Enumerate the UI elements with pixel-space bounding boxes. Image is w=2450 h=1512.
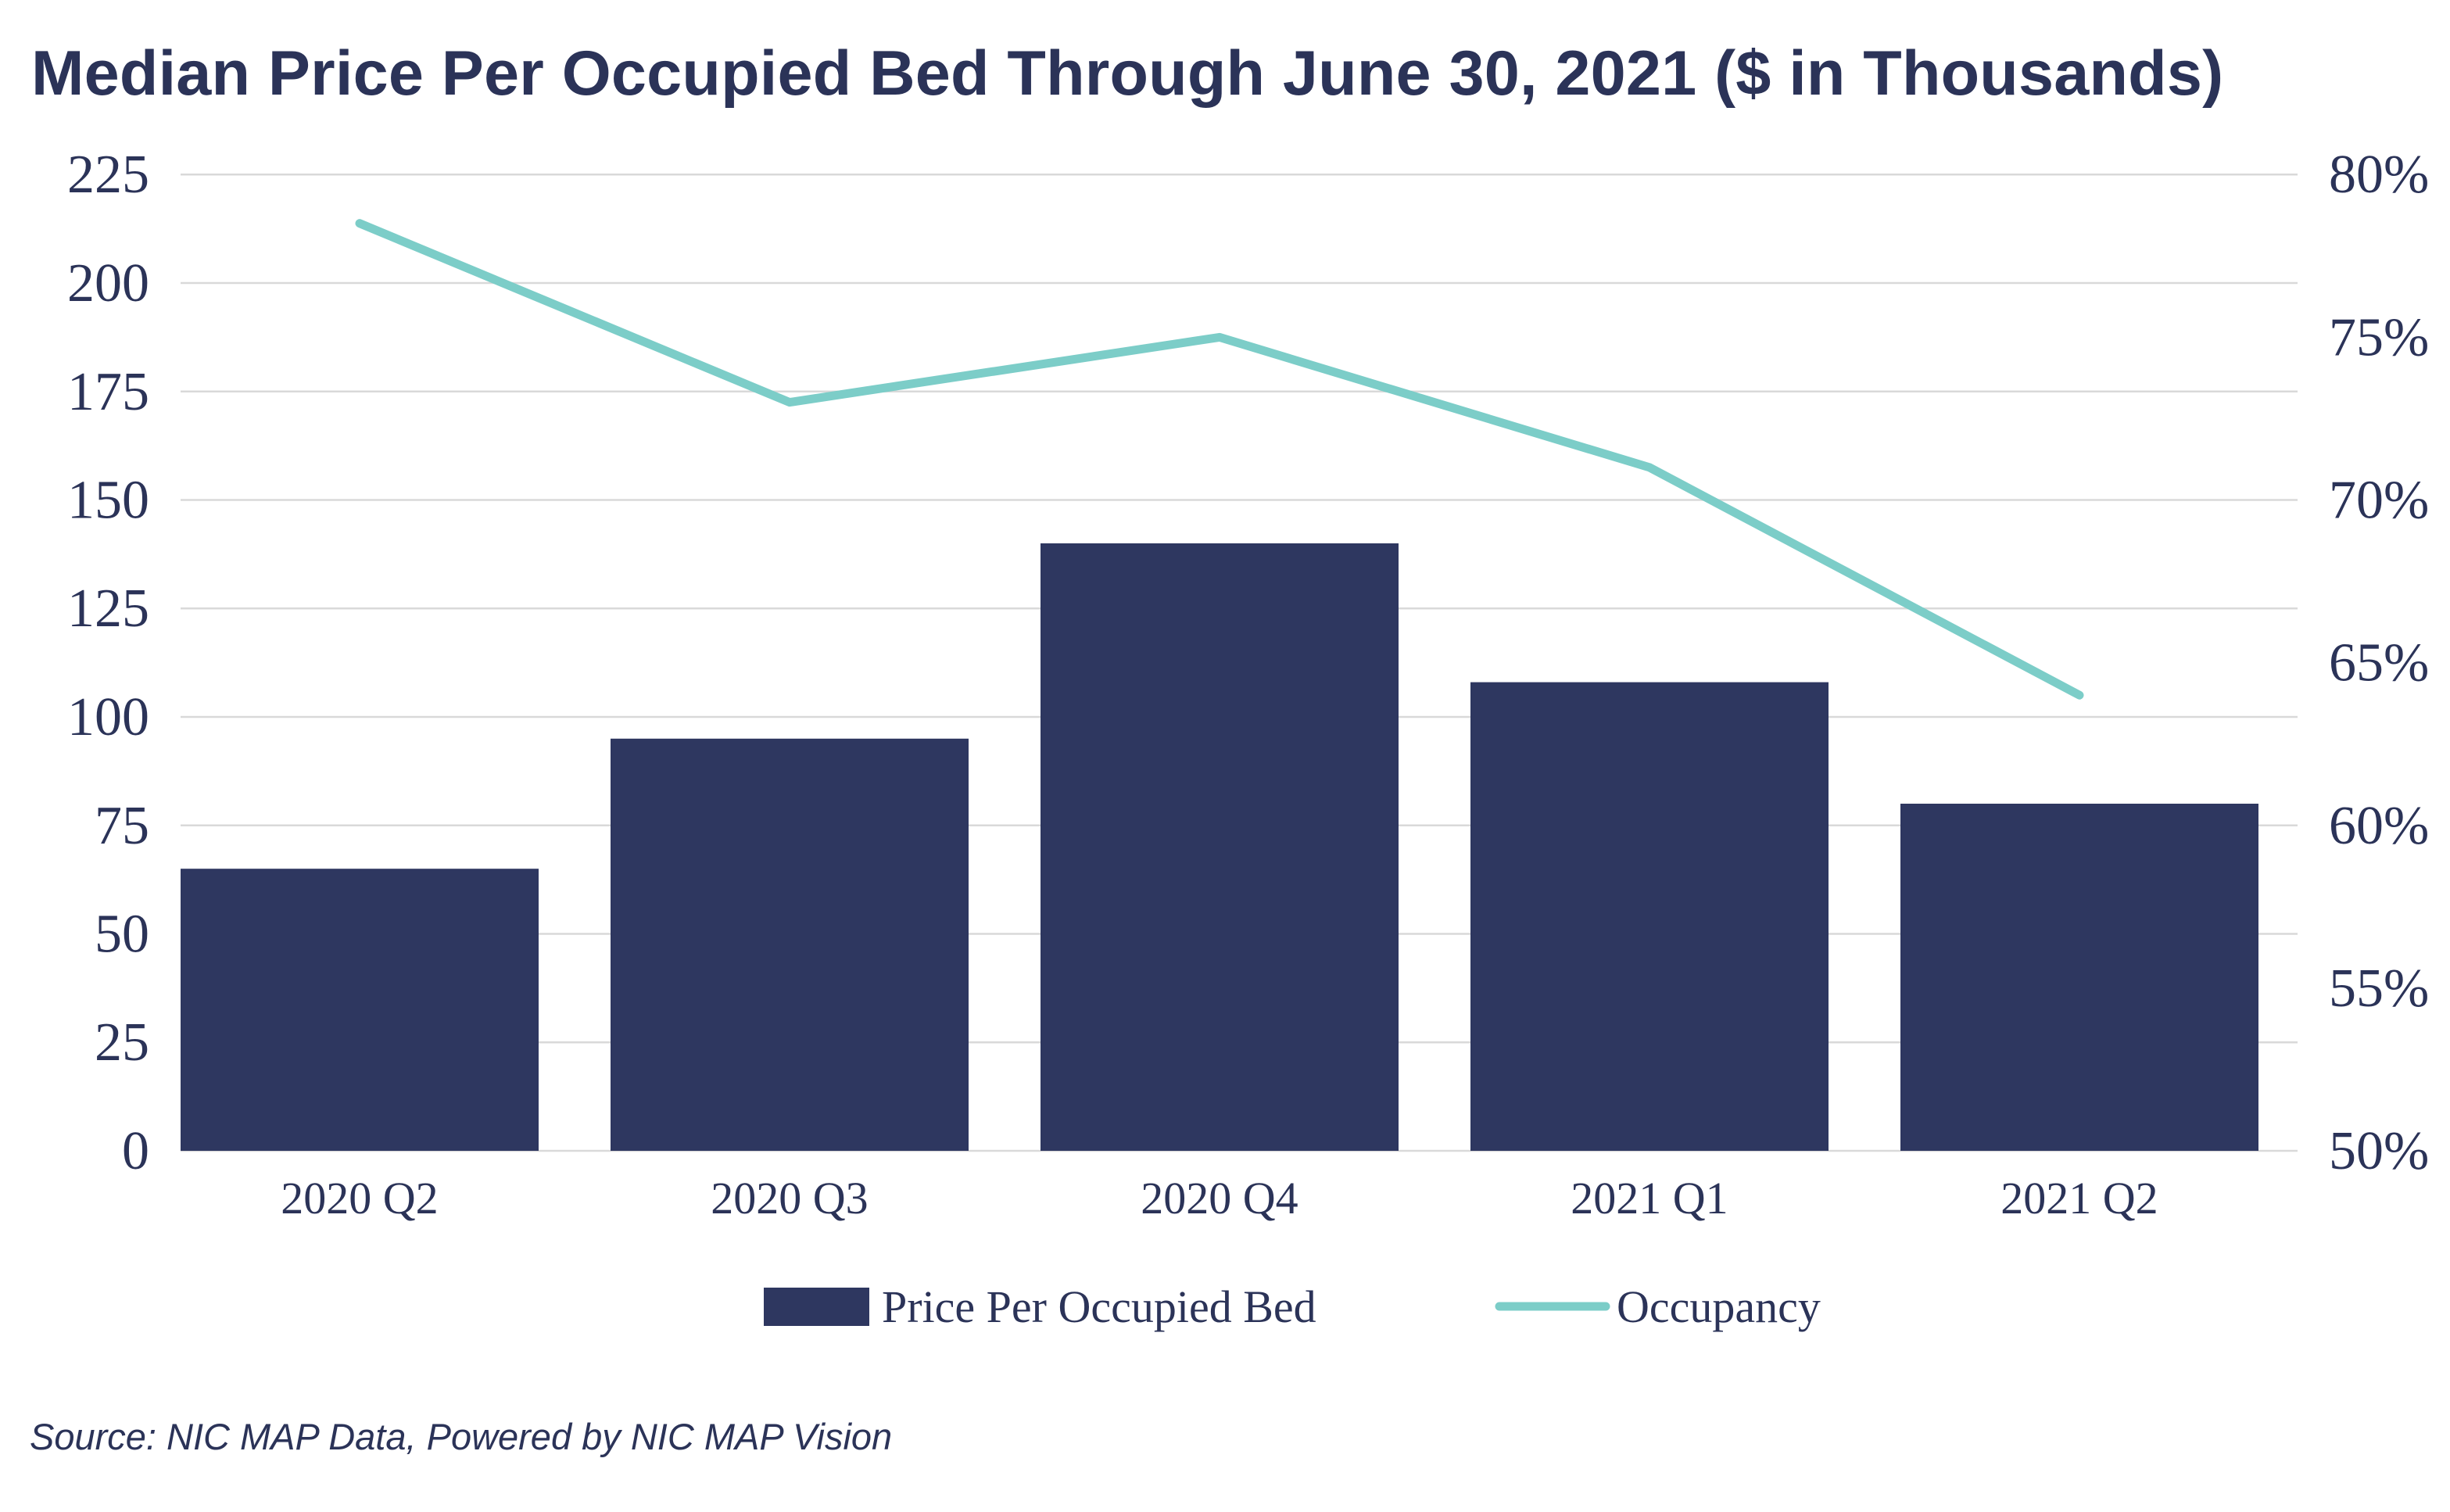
svg-text:175: 175: [67, 362, 149, 422]
svg-text:70%: 70%: [2329, 471, 2429, 531]
svg-text:65%: 65%: [2329, 633, 2429, 693]
svg-text:75%: 75%: [2329, 307, 2429, 367]
svg-text:Occupancy: Occupancy: [1617, 1281, 1821, 1332]
svg-text:200: 200: [67, 253, 149, 314]
svg-text:60%: 60%: [2329, 796, 2429, 856]
svg-text:2020 Q4: 2020 Q4: [1141, 1173, 1298, 1224]
svg-text:100: 100: [67, 687, 149, 747]
svg-text:2020 Q3: 2020 Q3: [711, 1173, 868, 1224]
svg-text:75: 75: [95, 796, 149, 856]
svg-text:50: 50: [95, 905, 149, 965]
svg-text:50%: 50%: [2329, 1121, 2429, 1181]
svg-text:0: 0: [122, 1121, 149, 1181]
svg-text:2021 Q2: 2021 Q2: [2000, 1173, 2158, 1224]
svg-text:125: 125: [67, 579, 149, 639]
svg-text:150: 150: [67, 471, 149, 531]
svg-text:Price Per Occupied Bed: Price Per Occupied Bed: [882, 1281, 1316, 1332]
svg-text:225: 225: [67, 145, 149, 205]
svg-text:2020 Q2: 2020 Q2: [281, 1173, 438, 1224]
svg-text:2021 Q1: 2021 Q1: [1571, 1173, 1728, 1224]
svg-text:80%: 80%: [2329, 145, 2429, 205]
svg-text:25: 25: [95, 1012, 149, 1073]
svg-text:55%: 55%: [2329, 958, 2429, 1019]
